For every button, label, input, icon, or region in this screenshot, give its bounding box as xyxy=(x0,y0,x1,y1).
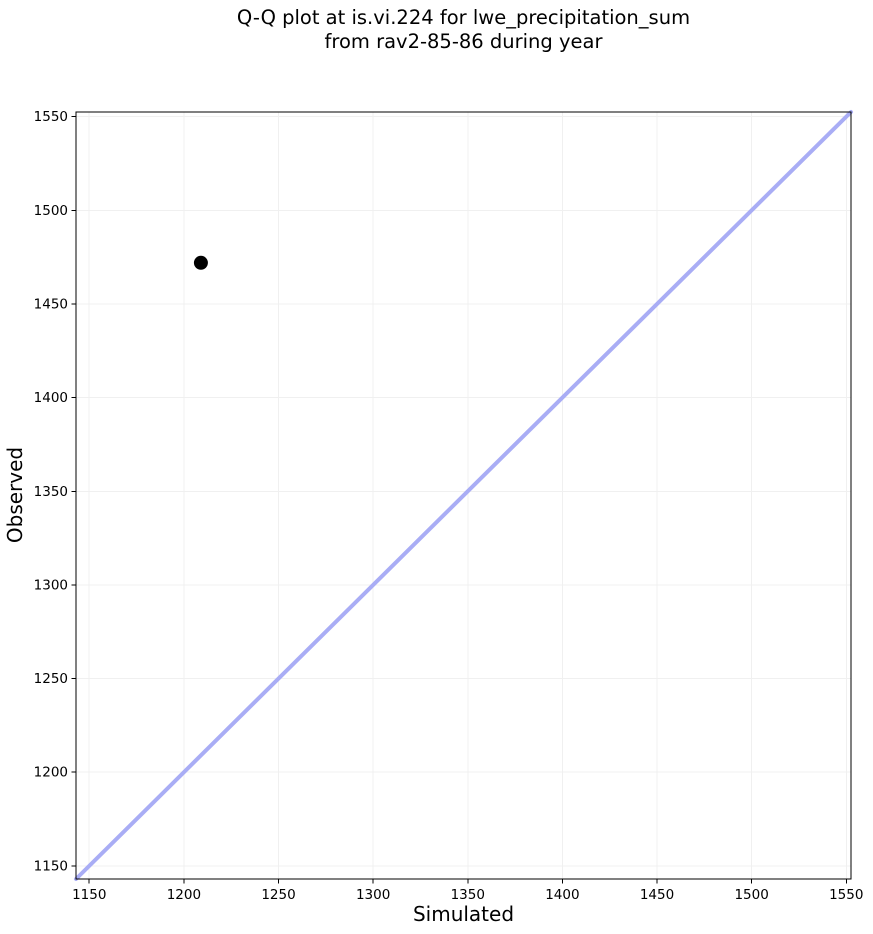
y-tick-label: 1200 xyxy=(34,765,68,781)
x-tick-label: 1200 xyxy=(167,887,201,903)
x-tick-label: 1300 xyxy=(356,887,390,903)
x-tick-label: 1150 xyxy=(72,887,106,903)
identity-line xyxy=(74,110,853,881)
x-tick-label: 1250 xyxy=(261,887,295,903)
y-tick-label: 1500 xyxy=(34,203,68,219)
y-tick-label: 1450 xyxy=(34,296,68,312)
y-tick-label: 1400 xyxy=(34,390,68,406)
x-tick-label: 1400 xyxy=(545,887,579,903)
y-tick-label: 1250 xyxy=(34,671,68,687)
y-tick-label: 1300 xyxy=(34,577,68,593)
y-tick-label: 1350 xyxy=(34,484,68,500)
x-tick-label: 1550 xyxy=(829,887,863,903)
y-tick-label: 1150 xyxy=(34,858,68,874)
x-tick-label: 1350 xyxy=(451,887,485,903)
plot-border xyxy=(75,111,852,880)
y-tick-label: 1550 xyxy=(34,109,68,125)
x-tick-label: 1500 xyxy=(734,887,768,903)
chart-title: Q-Q plot at is.vi.224 for lwe_precipitat… xyxy=(236,6,691,53)
x-axis-label: Simulated xyxy=(412,902,515,926)
y-axis-label: Observed xyxy=(3,446,27,544)
x-tick-label: 1450 xyxy=(640,887,674,903)
data-point xyxy=(193,255,208,270)
